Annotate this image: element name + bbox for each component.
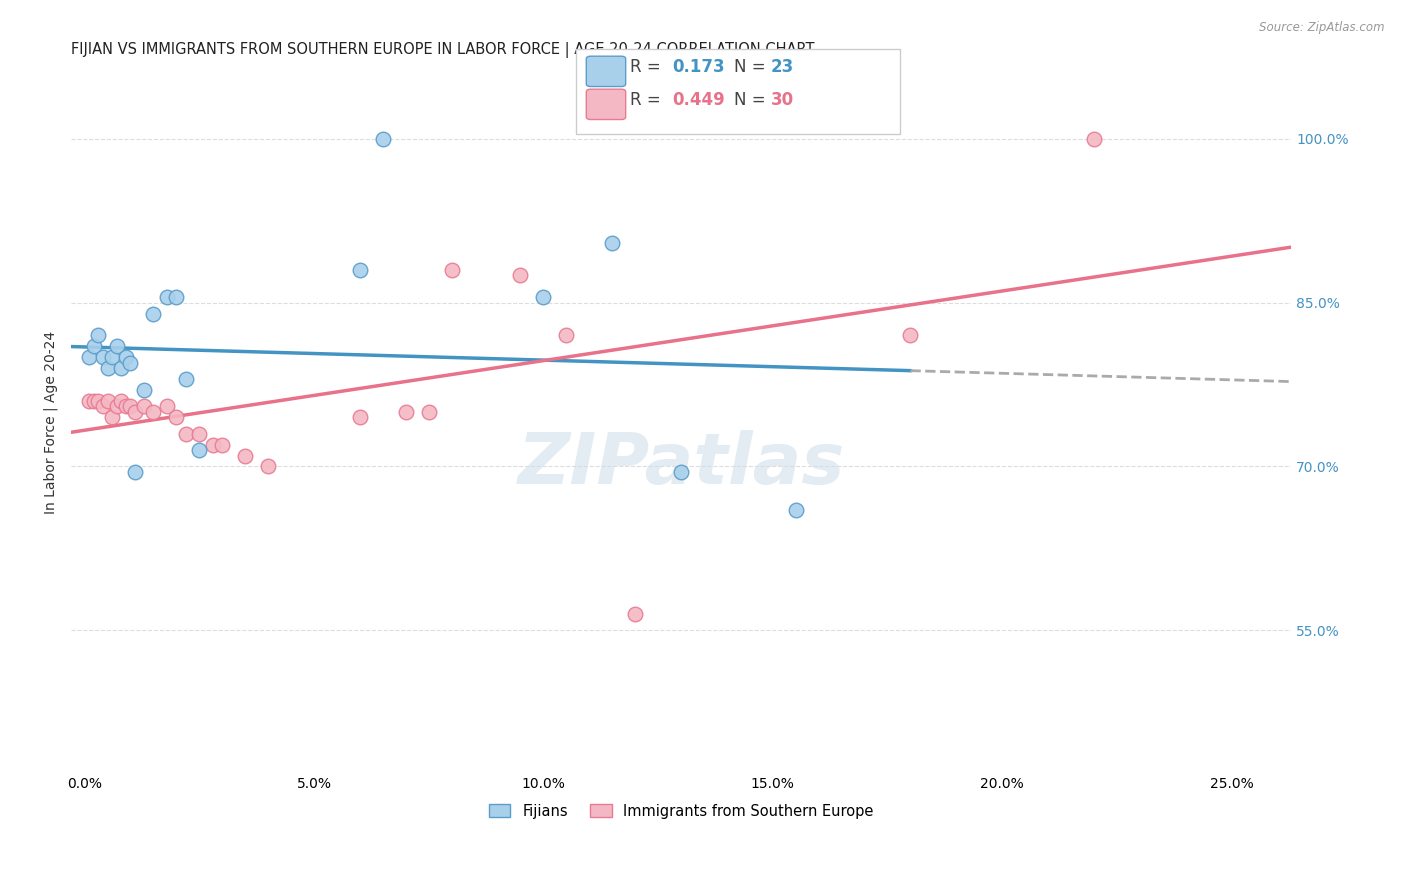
Point — [110, 393, 132, 408]
Point — [134, 400, 156, 414]
Text: R =: R = — [630, 91, 666, 109]
Point — [349, 263, 371, 277]
Point — [96, 361, 118, 376]
Point — [120, 356, 142, 370]
Text: 0.449: 0.449 — [672, 91, 725, 109]
Point — [142, 307, 165, 321]
Text: 23: 23 — [770, 58, 794, 76]
Point — [115, 351, 138, 365]
Point — [101, 410, 124, 425]
Point — [418, 405, 440, 419]
Point — [533, 290, 555, 304]
Point — [156, 290, 179, 304]
Point — [211, 437, 233, 451]
Point — [134, 383, 156, 397]
Point — [83, 339, 105, 353]
Point — [1083, 132, 1105, 146]
Point — [669, 465, 692, 479]
Point — [555, 328, 578, 343]
Point — [440, 263, 463, 277]
Point — [87, 393, 110, 408]
Point — [785, 503, 807, 517]
Point — [188, 426, 211, 441]
Point — [900, 328, 922, 343]
Point — [600, 235, 623, 250]
Point — [77, 351, 100, 365]
Point — [188, 443, 211, 458]
Point — [174, 426, 197, 441]
Point — [174, 372, 197, 386]
Point — [165, 290, 187, 304]
Text: R =: R = — [630, 58, 666, 76]
Point — [77, 393, 100, 408]
Text: 0.173: 0.173 — [672, 58, 724, 76]
Point — [349, 410, 371, 425]
Point — [142, 405, 165, 419]
Point — [120, 400, 142, 414]
Point — [124, 405, 146, 419]
Point — [115, 400, 138, 414]
Point — [509, 268, 531, 283]
Text: 30: 30 — [770, 91, 793, 109]
Point — [101, 351, 124, 365]
Point — [156, 400, 179, 414]
Point — [96, 393, 118, 408]
Text: N =: N = — [734, 91, 770, 109]
Legend: Fijians, Immigrants from Southern Europe: Fijians, Immigrants from Southern Europe — [482, 797, 879, 824]
Point — [165, 410, 187, 425]
Point — [91, 400, 114, 414]
Point — [91, 351, 114, 365]
Y-axis label: In Labor Force | Age 20-24: In Labor Force | Age 20-24 — [44, 331, 58, 515]
Point — [202, 437, 225, 451]
Point — [87, 328, 110, 343]
Point — [233, 449, 256, 463]
Point — [105, 339, 128, 353]
Point — [395, 405, 418, 419]
Point — [105, 400, 128, 414]
Point — [257, 459, 280, 474]
Text: N =: N = — [734, 58, 770, 76]
Point — [624, 607, 647, 621]
Point — [83, 393, 105, 408]
Text: Source: ZipAtlas.com: Source: ZipAtlas.com — [1260, 21, 1385, 34]
Point — [110, 361, 132, 376]
Point — [124, 465, 146, 479]
Text: ZIPatlas: ZIPatlas — [517, 430, 845, 500]
Point — [371, 132, 394, 146]
Text: FIJIAN VS IMMIGRANTS FROM SOUTHERN EUROPE IN LABOR FORCE | AGE 20-24 CORRELATION: FIJIAN VS IMMIGRANTS FROM SOUTHERN EUROP… — [70, 42, 814, 58]
